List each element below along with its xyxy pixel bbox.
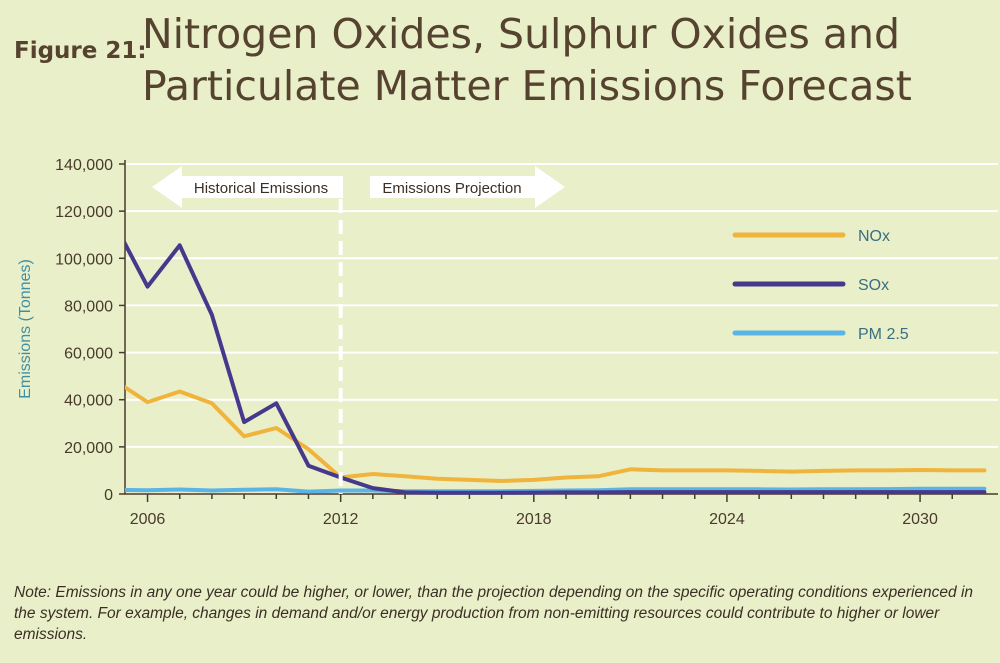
- series-line-nox: [125, 384, 987, 483]
- y-tick-label: 100,000: [55, 251, 113, 268]
- footnote: Note: Emissions in any one year could be…: [14, 584, 974, 643]
- y-tick-label: 140,000: [55, 157, 113, 174]
- y-axis-label: Emissions (Tonnes): [17, 259, 34, 399]
- x-tick-label: 2018: [516, 511, 552, 528]
- historical-arrow: [152, 166, 343, 208]
- grid-layer: [125, 163, 998, 448]
- series-layer: [125, 239, 987, 495]
- x-tick-label: 2024: [709, 511, 745, 528]
- y-tick-label: 60,000: [64, 346, 113, 363]
- legend-label-sox: SOx: [858, 277, 889, 294]
- projection-arrow: [370, 166, 565, 208]
- legend-label-pm25: PM 2.5: [858, 326, 909, 343]
- figure-label: Figure 21:: [14, 38, 147, 64]
- projection-label: Emissions Projection: [382, 180, 521, 197]
- legend: NOx SOx PM 2.5: [732, 228, 909, 343]
- emissions-chart: 0 20,000 40,000 60,000 80,000 100,000 120,000 1…: [17, 157, 998, 528]
- y-tick-label: 20,000: [64, 440, 113, 457]
- series-line-sox: [125, 239, 987, 495]
- y-tick-label: 80,000: [64, 298, 113, 315]
- x-tick-label: 2006: [130, 511, 166, 528]
- y-tick-label: 40,000: [64, 393, 113, 410]
- figure-title: Nitrogen Oxides, Sulphur Oxides and Part…: [142, 10, 912, 110]
- x-tick-label: 2012: [323, 511, 359, 528]
- y-tick-label: 120,000: [55, 204, 113, 221]
- historical-label: Historical Emissions: [194, 180, 328, 197]
- x-tick-label: 2030: [902, 511, 938, 528]
- legend-label-nox: NOx: [858, 228, 890, 245]
- y-tick-label: 0: [104, 487, 113, 504]
- annotation-layer: Historical Emissions Emissions Projection: [152, 166, 565, 494]
